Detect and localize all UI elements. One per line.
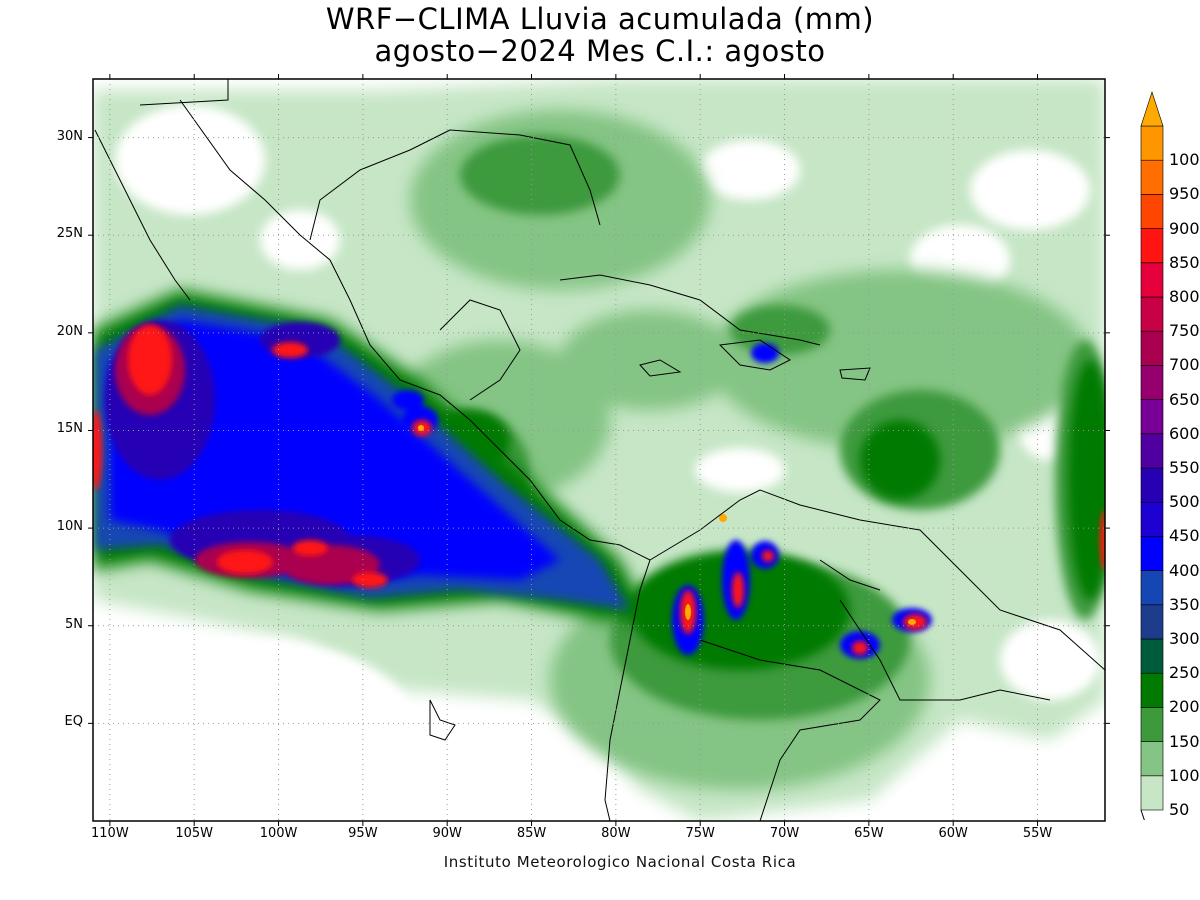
colorbar-label: 50 <box>1169 800 1190 819</box>
lon-label: 105W <box>175 826 214 841</box>
colorbar-label: 550 <box>1169 458 1200 477</box>
lon-label: 60W <box>938 826 968 841</box>
colorbar-swatch <box>1140 262 1164 298</box>
colorbar-swatch <box>1140 399 1164 435</box>
map-title-line-2: agosto−2024 Mes C.I.: agosto <box>374 34 826 68</box>
colorbar-swatch <box>1140 775 1164 811</box>
colorbar-label: 450 <box>1169 526 1200 546</box>
credit-text: Instituto Meteorologico Nacional Costa R… <box>443 853 797 871</box>
colorbar-label: 300 <box>1169 629 1200 648</box>
lat-label: 10N <box>56 519 83 535</box>
lon-label: 100W <box>259 826 298 841</box>
colorbar-label: 850 <box>1169 252 1200 272</box>
lat-label: 30N <box>56 128 83 144</box>
colorbar-label: 500 <box>1169 492 1200 512</box>
colorbar-swatch <box>1140 125 1164 161</box>
lon-label: 85W <box>516 826 547 841</box>
colorbar-swatch <box>1140 501 1164 537</box>
colorbar-swatch <box>1140 707 1164 742</box>
colorbar-label: 400 <box>1169 560 1200 580</box>
colorbar-lower-extension <box>1140 809 1145 820</box>
colorbar-swatch <box>1140 365 1164 400</box>
colorbar-label: 350 <box>1169 594 1200 614</box>
colorbar-swatch <box>1140 228 1164 264</box>
colorbar-upper-extension <box>1140 91 1164 127</box>
colorbar-label: 900 <box>1169 218 1200 238</box>
lon-label: 90W <box>432 826 462 841</box>
colorbar-label: 800 <box>1169 287 1200 306</box>
lat-label: 5N <box>65 616 83 632</box>
colorbar-swatch <box>1140 330 1164 366</box>
colorbar-swatch <box>1140 638 1164 674</box>
colorbar-label: 650 <box>1169 389 1200 409</box>
lon-label: 110W <box>91 826 129 841</box>
lat-label: 25N <box>56 226 83 242</box>
lon-label: 55W <box>1022 826 1053 841</box>
colorbar-swatch <box>1140 159 1164 195</box>
colorbar-label: 600 <box>1169 423 1200 443</box>
coastlines <box>94 79 1105 821</box>
colorbar-swatch <box>1140 604 1164 640</box>
lon-label: 80W <box>601 826 631 841</box>
lat-label: 15N <box>56 421 83 437</box>
colorbar-label: 750 <box>1169 321 1200 341</box>
lon-label: 75W <box>685 826 715 841</box>
colorbar-swatch <box>1140 741 1164 777</box>
colorbar-label: 150 <box>1169 731 1200 751</box>
map-frame <box>92 78 1106 822</box>
lon-label: 65W <box>854 826 884 841</box>
colorbar-label: 700 <box>1169 355 1200 375</box>
colorbar-label: 200 <box>1169 697 1200 717</box>
colorbar-swatch <box>1140 296 1164 332</box>
colorbar-label: 1000 <box>1169 150 1200 170</box>
rainfall-field <box>93 79 1105 821</box>
colorbar-label: 950 <box>1169 184 1200 204</box>
colorbar <box>1140 91 1164 820</box>
colorbar-swatch <box>1140 570 1164 606</box>
lat-label: 20N <box>56 323 83 339</box>
map-title-line-1: WRF−CLIMA Lluvia acumulada (mm) <box>325 2 875 36</box>
colorbar-label: 250 <box>1169 663 1200 683</box>
colorbar-label: 100 <box>1169 765 1200 785</box>
graticule <box>93 79 1105 821</box>
lon-label: 70W <box>769 826 800 841</box>
colorbar-swatch <box>1140 672 1164 708</box>
lon-label: 95W <box>348 826 378 841</box>
lat-label: EQ <box>64 714 83 730</box>
colorbar-swatch <box>1140 536 1164 571</box>
colorbar-swatch <box>1140 433 1164 469</box>
colorbar-swatch <box>1140 194 1164 229</box>
colorbar-swatch <box>1140 467 1164 503</box>
